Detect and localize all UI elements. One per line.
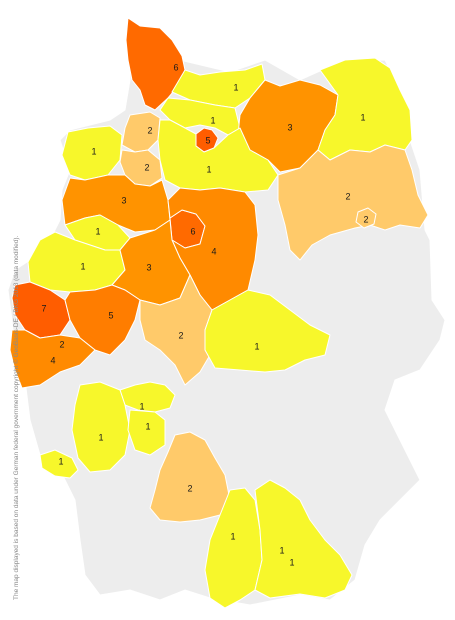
region-count-duesseldorf: 7 [41,303,46,313]
region-aachen-bonn[interactable] [9,329,96,389]
region-brandenburg[interactable] [277,144,429,261]
region-frankfurt[interactable] [119,381,176,413]
region-count-ostfriesland: 1 [91,146,96,156]
region-bremen-area[interactable] [119,149,163,187]
region-count-hannover: 6 [190,226,195,236]
region-count-hamburg: 5 [205,135,210,145]
region-count-lower-saxony-central: 1 [206,164,211,174]
region-count-darmstadt: 1 [145,421,150,431]
region-count-kassel: 2 [178,330,183,340]
region-count-oldenburg: 2 [147,125,152,135]
region-ostfriesland[interactable] [61,125,123,181]
region-count-dortmund: 5 [108,310,113,320]
region-thuringia[interactable] [204,289,331,373]
region-count-nrw-west: 1 [80,261,85,271]
region-count-brandenburg: 2 [345,191,350,201]
region-count-saarland: 1 [58,456,63,466]
region-count-mainz: 1 [98,432,103,442]
map-credit: The map displayed is based on data under… [13,235,20,600]
region-count-braunschweig: 4 [211,246,216,256]
region-stuttgart-franconia[interactable] [149,431,231,523]
region-count-berlin: 2 [363,214,368,224]
region-count-upper-bavaria-east: 1 [289,557,294,567]
region-count-frankfurt: 1 [139,401,144,411]
region-count-bremen-area: 2 [144,162,149,172]
region-count-bielefeld: 3 [146,262,151,272]
region-kassel[interactable] [139,274,213,386]
region-upper-bavaria-west[interactable] [204,487,263,609]
region-darmstadt[interactable] [127,409,166,456]
region-count-schleswig-holstein-north: 6 [173,62,178,72]
region-count-mecklenburg-east: 1 [360,112,365,122]
region-count-ostholstein: 1 [233,82,238,92]
region-count-osnabrueck: 3 [121,195,126,205]
region-count-mecklenburg-west: 3 [287,122,292,132]
region-count-muenster: 1 [95,226,100,236]
region-count-thuringia: 1 [254,341,259,351]
region-lower-saxony-central[interactable] [157,119,279,193]
region-count-hamburg-area: 1 [210,115,215,125]
region-berlin[interactable] [355,207,377,229]
region-upper-bavaria-east[interactable] [254,479,353,599]
region-count-upper-bavaria-west: 1 [230,531,235,541]
region-dortmund[interactable] [64,284,141,356]
region-count-aachen-bonn: 4 [50,355,55,365]
region-count-cologne: 2 [59,339,64,349]
region-count-munich: 1 [279,545,284,555]
region-saarland[interactable] [39,449,79,479]
region-count-stuttgart-franconia: 2 [187,483,192,493]
region-mainz[interactable] [71,381,131,473]
region-hamburg-area[interactable] [159,97,241,136]
